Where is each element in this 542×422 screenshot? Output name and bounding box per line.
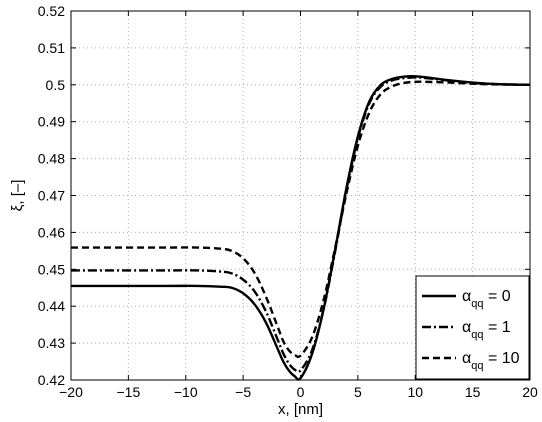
y-tick-label: 0.51 bbox=[38, 40, 65, 56]
legend: αqq = 0 αqq = 1 αqq = 10 bbox=[415, 275, 530, 380]
series-lines bbox=[70, 75, 531, 381]
series-line bbox=[70, 80, 531, 359]
y-axis-label: ξ, [–] bbox=[9, 180, 26, 212]
y-tick-label: 0.52 bbox=[38, 3, 65, 19]
x-tick-label: 10 bbox=[407, 384, 423, 400]
y-tick-label: 0.47 bbox=[38, 188, 65, 204]
x-tick-label: −5 bbox=[235, 384, 251, 400]
y-tick-label: 0.46 bbox=[38, 224, 65, 240]
y-tick-label: 0.42 bbox=[38, 372, 65, 388]
axis-tick-labels: −20 −15 −10 −5 0 5 10 15 20 0.42 0.43 0.44 0.45 0.46 0… bbox=[38, 3, 538, 400]
x-tick-label: 15 bbox=[465, 384, 481, 400]
legend-entry: αqq = 0 bbox=[462, 288, 511, 310]
axis-ticks bbox=[70, 10, 531, 381]
x-axis-label: x, [nm] bbox=[278, 401, 323, 418]
y-tick-label: 0.45 bbox=[38, 261, 65, 277]
legend-entry: αqq = 10 bbox=[462, 350, 520, 372]
x-tick-label: −10 bbox=[174, 384, 198, 400]
y-tick-label: 0.43 bbox=[38, 335, 65, 351]
y-tick-label: 0.5 bbox=[46, 77, 66, 93]
x-tick-label: 20 bbox=[522, 384, 538, 400]
x-tick-label: −15 bbox=[117, 384, 141, 400]
x-tick-label: 5 bbox=[354, 384, 362, 400]
x-tick-label: 0 bbox=[297, 384, 305, 400]
series-line bbox=[71, 76, 531, 374]
legend-entry: αqq = 1 bbox=[462, 319, 511, 341]
y-tick-label: 0.48 bbox=[38, 151, 65, 167]
y-tick-label: 0.49 bbox=[38, 114, 65, 130]
y-tick-label: 0.44 bbox=[38, 298, 65, 314]
x-tick-label: −20 bbox=[59, 384, 83, 400]
